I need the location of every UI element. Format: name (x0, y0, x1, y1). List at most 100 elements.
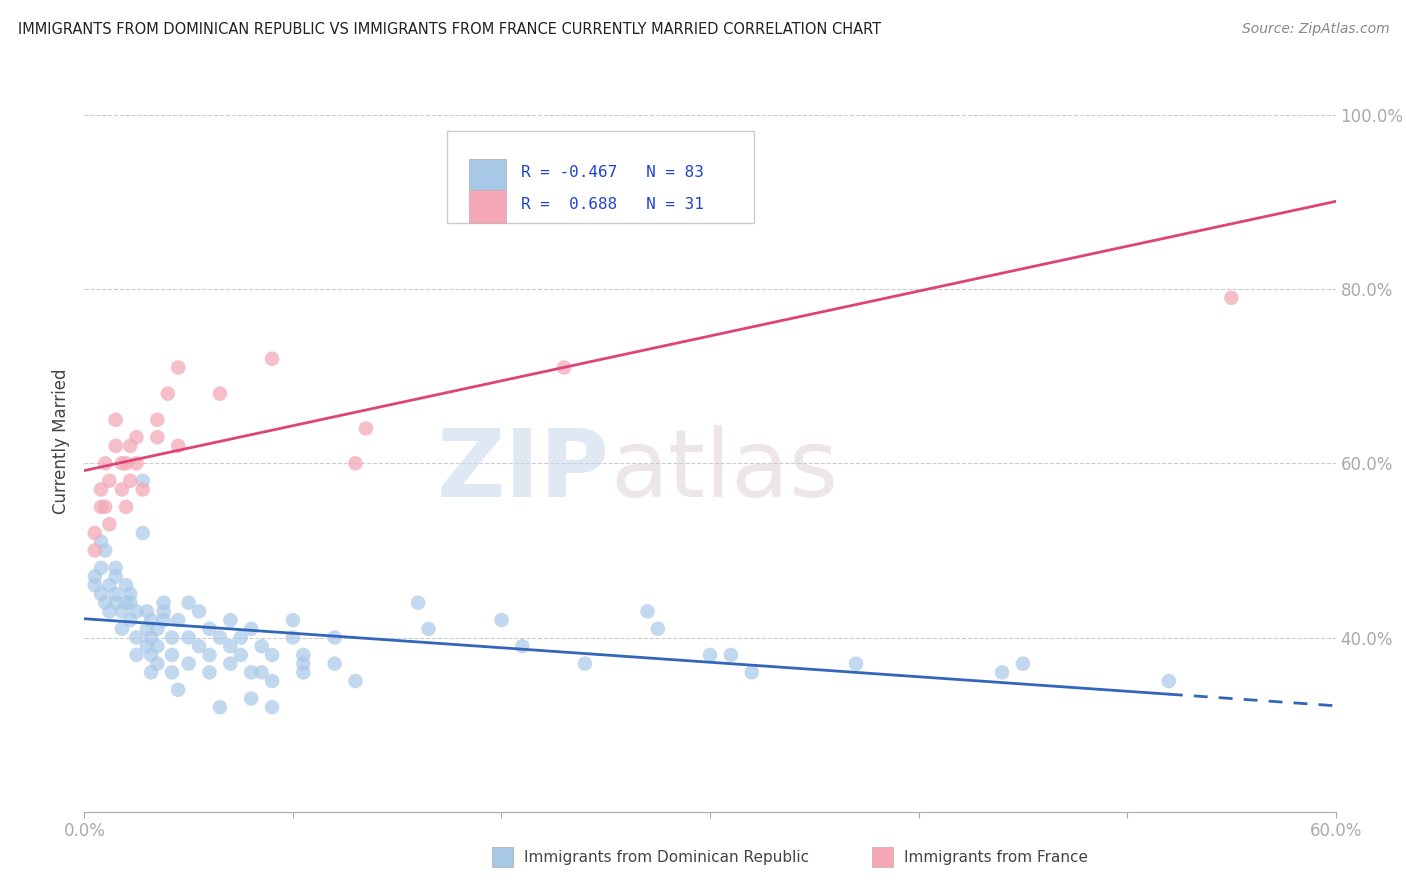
Point (90, 587, 112, 601)
Point (120, 587, 142, 601)
Point (104, 587, 127, 601)
Point (152, 596, 174, 610)
Point (491, 194, 513, 209)
Point (120, 439, 142, 453)
Point (198, 665, 221, 680)
Point (250, 639, 273, 653)
Point (344, 456, 367, 470)
Text: R =  0.688   N = 31: R = 0.688 N = 31 (522, 196, 704, 211)
Point (240, 665, 263, 680)
Text: atlas: atlas (610, 425, 838, 517)
Point (139, 648, 162, 662)
Point (1157, 674, 1180, 689)
Point (156, 386, 179, 401)
Point (991, 665, 1014, 680)
Point (720, 648, 742, 662)
Point (125, 648, 148, 662)
Point (136, 604, 159, 618)
Point (146, 622, 169, 636)
Point (139, 631, 162, 645)
Point (115, 596, 138, 610)
Point (104, 561, 127, 575)
Point (98, 517, 121, 532)
Point (83, 543, 105, 558)
Text: Immigrants from Dominican Republic: Immigrants from Dominican Republic (524, 850, 810, 864)
Point (323, 631, 346, 645)
Point (188, 604, 211, 618)
Point (262, 674, 284, 689)
Point (167, 360, 190, 375)
Point (136, 639, 159, 653)
Point (125, 430, 148, 444)
Point (139, 613, 162, 627)
Point (188, 639, 211, 653)
Point (281, 631, 304, 645)
Y-axis label: Currently Married: Currently Married (52, 368, 70, 515)
Point (111, 483, 134, 497)
Point (1012, 657, 1035, 671)
Point (292, 648, 315, 662)
Point (146, 430, 169, 444)
Point (229, 648, 252, 662)
Point (741, 665, 763, 680)
Point (132, 474, 155, 488)
Point (208, 386, 231, 401)
Point (323, 657, 346, 671)
Point (132, 483, 155, 497)
Point (281, 613, 304, 627)
Point (90, 561, 112, 575)
Point (94, 500, 117, 514)
Point (354, 421, 377, 435)
Point (136, 622, 159, 636)
Point (845, 657, 868, 671)
Point (637, 604, 659, 618)
Point (647, 622, 669, 636)
Point (139, 665, 162, 680)
Point (262, 648, 284, 662)
Point (83, 569, 105, 583)
Point (553, 360, 575, 375)
Point (90, 500, 112, 514)
Point (90, 534, 112, 549)
Point (111, 456, 134, 470)
Point (94, 596, 117, 610)
Point (240, 691, 263, 706)
Point (160, 631, 183, 645)
Point (132, 526, 155, 541)
Point (104, 569, 127, 583)
Point (104, 596, 127, 610)
Point (292, 657, 315, 671)
Point (104, 413, 127, 427)
Point (120, 474, 142, 488)
Point (167, 439, 190, 453)
Point (90, 483, 112, 497)
Point (120, 596, 142, 610)
Point (146, 657, 169, 671)
Point (98, 604, 121, 618)
Point (98, 578, 121, 592)
Point (125, 456, 148, 470)
Point (406, 596, 429, 610)
Point (344, 674, 367, 689)
Point (177, 631, 200, 645)
Text: R = -0.467   N = 83: R = -0.467 N = 83 (522, 165, 704, 180)
FancyBboxPatch shape (468, 190, 506, 223)
Point (219, 639, 242, 653)
Point (146, 413, 169, 427)
Point (111, 604, 134, 618)
Point (115, 578, 138, 592)
Point (160, 648, 183, 662)
Point (512, 639, 534, 653)
Point (94, 543, 117, 558)
Point (574, 657, 596, 671)
Point (152, 613, 174, 627)
Point (198, 622, 221, 636)
Point (240, 622, 263, 636)
Point (83, 526, 105, 541)
Point (125, 604, 148, 618)
Point (115, 456, 138, 470)
Point (83, 578, 105, 592)
Point (94, 456, 117, 470)
Point (208, 700, 231, 714)
Point (208, 631, 231, 645)
